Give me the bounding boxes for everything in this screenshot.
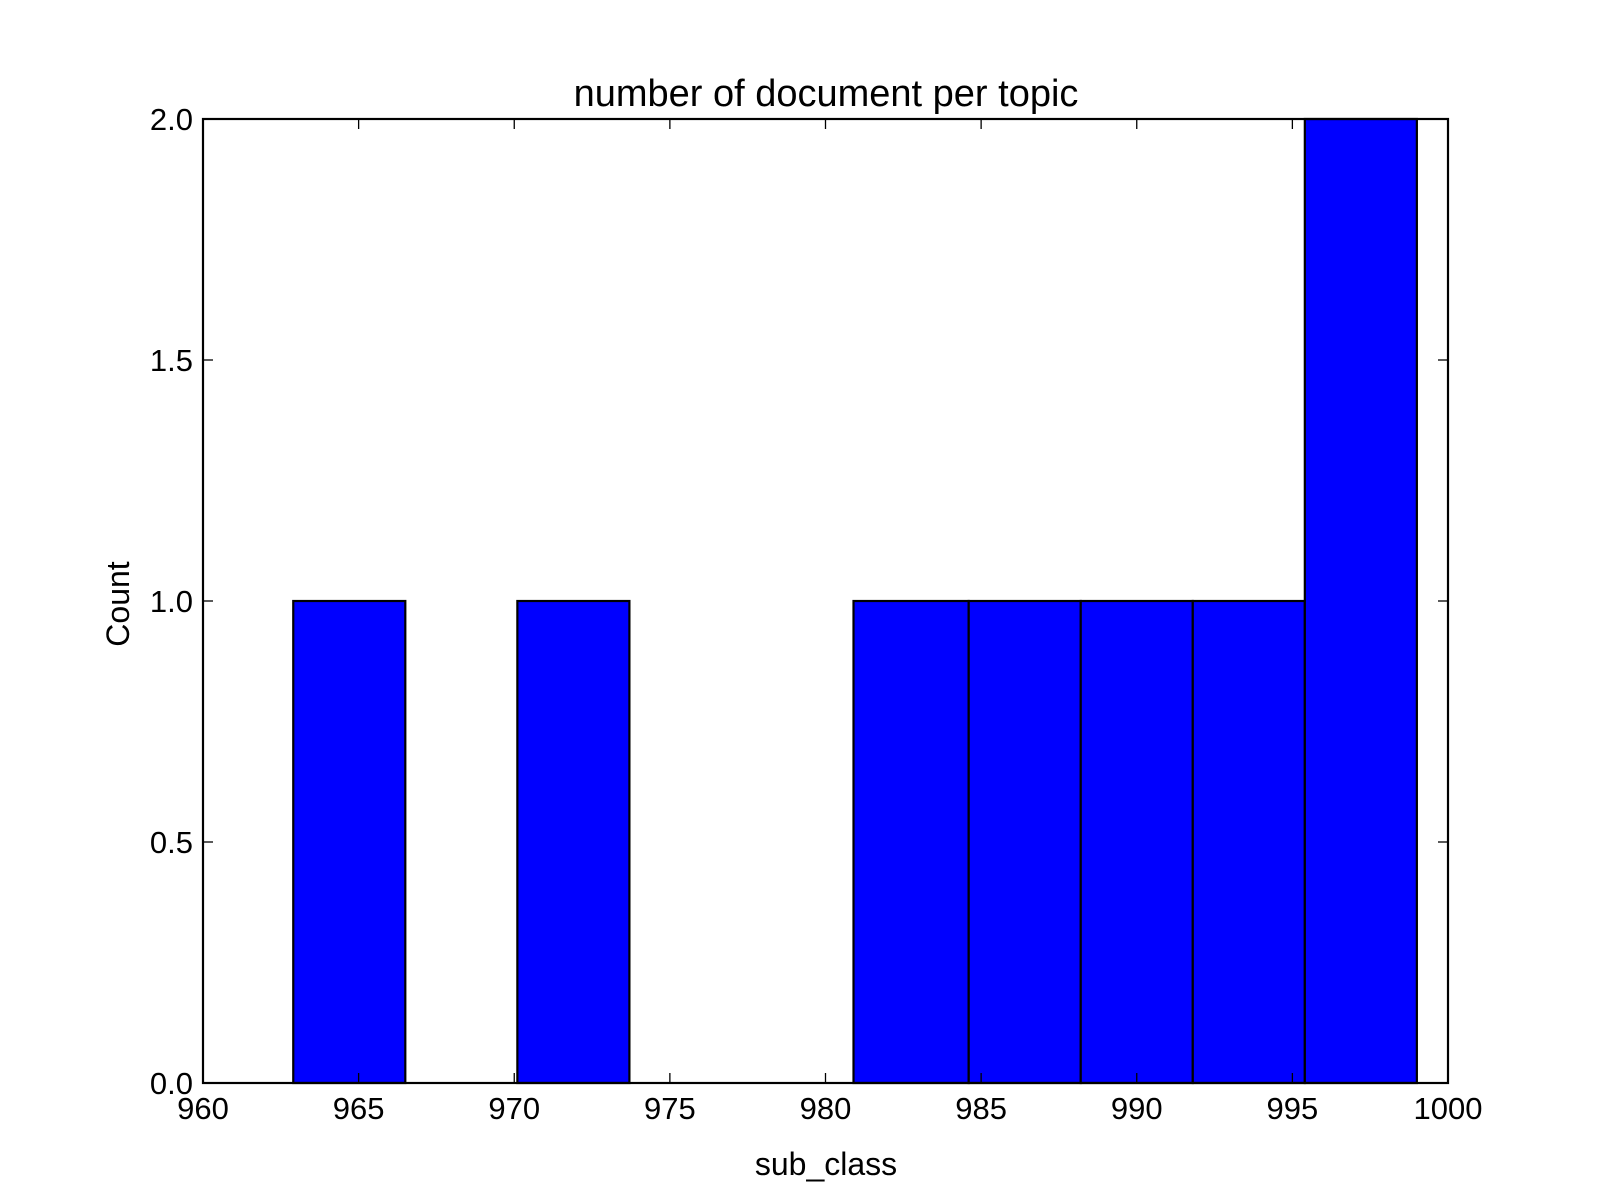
histogram-bar-1 [292, 599, 407, 1085]
chart-title: number of document per topic [574, 73, 1079, 115]
x-tick-label-990: 990 [1111, 1091, 1163, 1126]
x-tick-labels: 960 965 970 975 980 985 990 995 1000 [177, 1091, 1482, 1126]
plot-frame [201, 117, 1450, 1085]
histogram-bar-7 [967, 599, 1082, 1085]
y-axis-label: Count [100, 561, 136, 647]
x-tick-label-970: 970 [488, 1091, 540, 1126]
y-tick-label-0.5: 0.5 [150, 825, 193, 860]
x-tick-label-985: 985 [955, 1091, 1007, 1126]
histogram-bars [292, 117, 1418, 1085]
x-tick-label-995: 995 [1267, 1091, 1319, 1126]
x-tick-label-960: 960 [177, 1091, 229, 1126]
histogram-bar-9 [1191, 599, 1306, 1085]
y-tick-label-1.5: 1.5 [150, 343, 193, 378]
y-tick-label-2.0: 2.0 [150, 102, 193, 137]
y-tick-label-0.0: 0.0 [150, 1066, 193, 1101]
x-axis-label: sub_class [755, 1146, 897, 1182]
x-tick-label-965: 965 [333, 1091, 385, 1126]
x-tick-label-980: 980 [800, 1091, 852, 1126]
histogram-bar-3 [516, 599, 631, 1085]
y-tick-labels: 0.0 0.5 1.0 1.5 2.0 [150, 102, 193, 1101]
histogram-bar-6 [852, 599, 970, 1085]
histogram-bar-10 [1303, 117, 1418, 1085]
x-tick-label-975: 975 [644, 1091, 696, 1126]
histogram-bar-8 [1079, 599, 1194, 1085]
y-tick-label-1.0: 1.0 [150, 584, 193, 619]
x-tick-label-1000: 1000 [1414, 1091, 1483, 1126]
